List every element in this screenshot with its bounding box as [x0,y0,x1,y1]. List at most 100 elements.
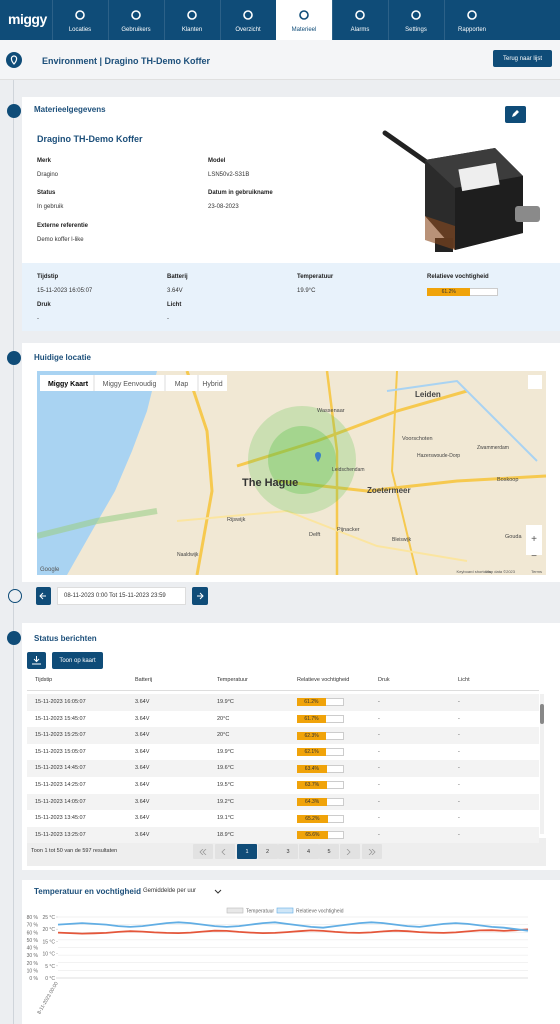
measure-label: Temperatuur [297,274,334,280]
field-label: Status [37,190,56,196]
table-row [27,777,539,794]
humidity-bar [297,731,327,740]
map-place: Leiden [415,390,441,399]
page-button[interactable]: 1 [237,844,257,859]
page-first[interactable] [193,844,213,859]
page-number: 1 [245,848,249,855]
field-value: Demo koffer l-like [37,237,84,243]
scroll-thumb[interactable] [540,704,544,724]
nav-icon [355,10,365,20]
pin-icon [10,55,18,65]
series-line [57,928,529,935]
y2-tick-label: 20 °C [42,927,55,933]
svg-text:−: − [531,551,537,562]
header-rule [27,690,539,691]
field-value: Dragino [37,172,59,178]
nav-label: Overzicht [235,27,261,33]
page-last[interactable] [362,844,382,859]
nav-item[interactable] [164,0,220,40]
x-tick-label: 8-11-2023 00:00 [36,981,59,1016]
device-name: Dragino TH-Demo Koffer [37,134,143,144]
nav-item[interactable] [220,0,276,40]
nav-icon-shape [299,10,309,20]
nav-label: Klanten [181,27,203,33]
page-button[interactable]: 5 [319,844,339,859]
column-header: Batterij [135,677,153,683]
cell: - [458,798,460,805]
svg-text:+: + [531,534,537,545]
nav-label: Alarms [350,27,370,33]
humidity-bar [297,748,327,757]
column-header: Relatieve vochtigheid [297,677,350,683]
y-tick-label: 60 % [27,930,39,936]
field-label: Merk [37,158,52,164]
download-icon [32,656,41,665]
nav-icon-shape [411,10,421,20]
cell: - [378,715,380,722]
map-tab: Map [175,381,189,388]
arrow-left [39,592,46,600]
page-next[interactable] [340,844,360,859]
cell: - [458,699,460,705]
next-range[interactable] [192,587,208,605]
back-button[interactable]: Terug naar lijst [493,50,552,67]
field-label: Externe referentie [37,223,89,229]
cell: 18.9°C [217,831,234,838]
map-place: Rijswijk [227,517,246,523]
nav-item[interactable] [388,0,444,40]
measure-label: Tijdstip [37,274,59,280]
measure-value: - [167,316,169,322]
cell: 20°C [217,732,230,739]
humidity-label: 65.6% [305,832,320,839]
arrow-path [368,848,376,855]
nav-icon-shape [75,10,85,20]
nav-item[interactable] [276,0,332,40]
page-button[interactable]: 2 [257,844,278,859]
field-value: 23-08-2023 [208,204,239,210]
y-tick-label: 40 % [27,946,39,952]
cell: 15-11-2023 15:45:07 [35,715,86,722]
humidity-bar [297,714,326,723]
cell: 15-11-2023 14:05:07 [35,798,86,805]
y-tick-label: 70 % [27,923,39,929]
map-place: Bleiswijk [392,537,412,543]
nav-item[interactable] [444,0,500,40]
cell: - [378,699,380,705]
nav-item[interactable] [108,0,164,40]
measure-value: - [37,316,39,322]
download-button[interactable] [27,652,46,669]
map-button[interactable]: Toon op kaart [52,652,103,669]
cell: - [378,798,380,805]
measure-label: Relatieve vochtigheid [427,274,489,280]
cell: 19.5°C [217,782,234,788]
page-button[interactable]: 4 [298,844,319,859]
map-attribution: Map data ©2023 [485,569,515,574]
legend-label: Relatieve vochtigheid [296,909,344,915]
y-tick-label: 80 % [27,915,39,921]
section-title: Huidige locatie [34,353,91,362]
cell: - [378,831,380,838]
arrow-path [199,848,207,855]
map[interactable]: + − Miggy Kaart Miggy Eenvoudig Map Hybrid L… [37,371,546,575]
nav-item[interactable] [332,0,388,40]
section-title: Status berichten [34,634,97,643]
cell: 3.64V [135,699,150,705]
aggregation-select[interactable]: Gemiddelde per uur [143,888,197,894]
header-band [0,40,560,80]
arrow-right [197,592,204,600]
map-place: Zoetermeer [367,486,411,495]
prev-range[interactable] [36,587,51,605]
column-header: Tijdstip [35,677,53,683]
humidity-bar [297,814,328,823]
cell: - [458,715,460,722]
logo[interactable]: miggy [8,11,47,27]
nav-item[interactable] [52,0,108,40]
page-prev[interactable] [215,844,235,859]
humidity-label: 63.4% [304,765,319,772]
range-input[interactable]: 08-11-2023 0:00 Tot 15-11-2023 23:59 [57,587,186,605]
cell: 15-11-2023 15:05:07 [35,748,86,755]
edit-button[interactable] [505,106,526,123]
cell: 3.64V [135,798,150,805]
page-button[interactable]: 3 [278,844,298,859]
